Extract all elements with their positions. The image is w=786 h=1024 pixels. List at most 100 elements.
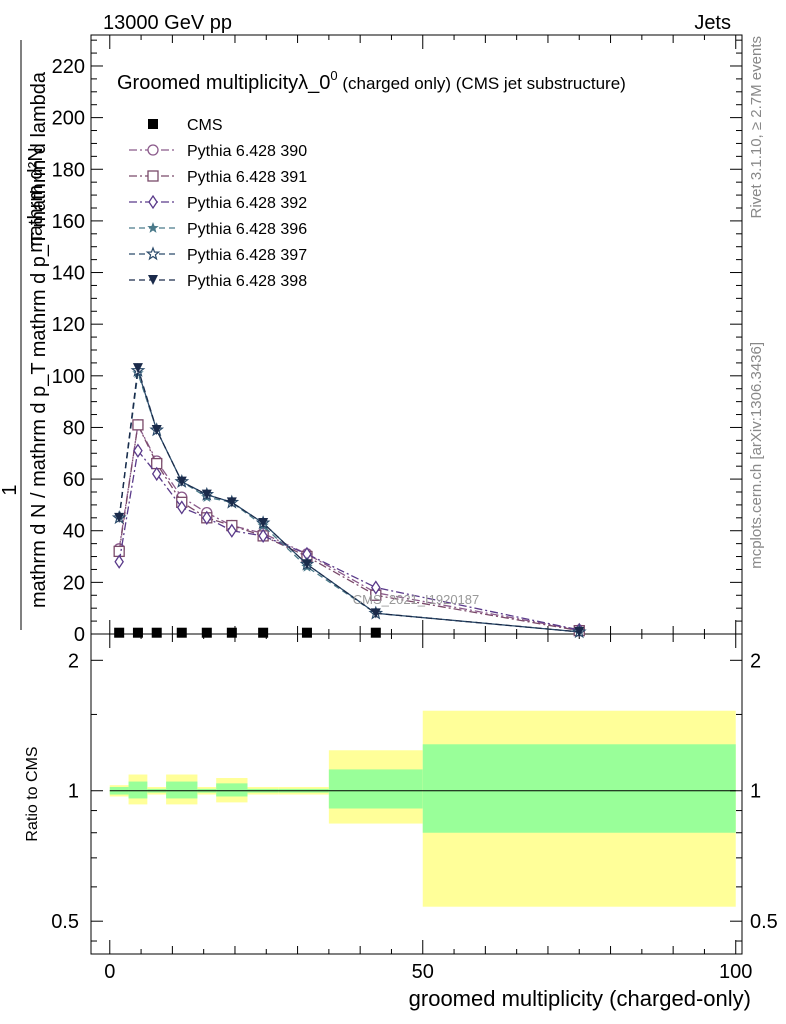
data-point-marker: [132, 419, 144, 431]
data-point-marker: [370, 608, 381, 619]
data-point-marker: [147, 144, 159, 156]
main-ytick-label: 180: [52, 159, 85, 181]
main-ylabel-line2: mathrm d N / mathrm d p_T mathrm d p_T m…: [28, 71, 50, 608]
ratio-band-green: [422, 744, 736, 833]
data-point-marker: [301, 559, 312, 570]
series-line: [118, 370, 580, 633]
data-point-marker: [258, 627, 269, 638]
series-3: [114, 443, 585, 638]
chart-title: Groomed multiplicityλ_00 (charged only) …: [117, 68, 626, 94]
legend-item: Pythia 6.428 397: [129, 246, 307, 264]
ratio-xtick-label: 0: [104, 961, 115, 983]
legend-item: Pythia 6.428 392: [129, 194, 307, 212]
legend-item: Pythia 6.428 390: [129, 143, 307, 160]
main-ytick-label: 140: [52, 263, 85, 285]
ratio-plot-frame: [90, 633, 743, 955]
series-0: [114, 627, 381, 638]
main-ylabel-line1: 1: [0, 484, 21, 495]
chart-title-main: Groomed multiplicityλ_0: [117, 72, 330, 94]
data-point-marker: [132, 627, 143, 638]
ratio-ytick-label-right: 0.5: [750, 911, 778, 933]
ratio-band-green: [128, 781, 148, 799]
data-point-marker: [226, 497, 237, 508]
data-point-marker: [258, 528, 268, 544]
data-point-marker: [226, 627, 237, 638]
main-ytick-label: 120: [52, 314, 85, 336]
series-line: [118, 422, 580, 631]
legend-item: Pythia 6.428 396: [129, 221, 307, 238]
header-right: Jets: [694, 12, 731, 34]
ratio-xtick-label: 50: [412, 961, 434, 983]
data-point-marker: [114, 627, 125, 638]
chart-title-suffix: (charged only) (CMS jet substructure): [338, 74, 626, 93]
data-point-marker: [371, 580, 381, 595]
ratio-bands: [109, 710, 736, 907]
data-point-marker: [176, 627, 187, 638]
main-ytick-label: 200: [52, 108, 85, 130]
ratio-ytick-label: 0.5: [51, 911, 79, 933]
main-ytick-label: 160: [52, 211, 85, 233]
main-ytick-label: 60: [63, 469, 85, 491]
main-ytick-label: 220: [52, 56, 85, 78]
series-2: [113, 419, 585, 637]
series-6: [114, 363, 585, 637]
series-layer: [111, 362, 587, 639]
chart-title-superscript: 0: [330, 68, 337, 83]
data-point-marker: [151, 425, 162, 436]
data-point-marker: [133, 443, 143, 458]
ratio-band-green: [166, 781, 198, 799]
legend-label: Pythia 6.428 391: [187, 169, 307, 186]
legend-item: CMS: [148, 117, 223, 134]
data-point-marker: [148, 194, 158, 210]
legend-label: CMS: [187, 117, 223, 134]
ratio-band-green: [216, 783, 248, 797]
series-1: [113, 419, 585, 636]
ratio-xlabel: groomed multiplicity (charged-only): [409, 986, 751, 1011]
data-point-marker: [148, 275, 158, 285]
ratio-ytick-label: 2: [68, 650, 79, 672]
data-point-marker: [176, 476, 187, 487]
watermark: CMS_2021_I1920187: [353, 592, 480, 607]
main-ylabel-numerator: mathrm d²N: [25, 147, 47, 253]
ratio-ytick-label-right: 2: [750, 650, 761, 672]
main-ytick-label: 0: [74, 624, 85, 646]
rivet-label: Rivet 3.1.10, ≥ 2.7M events: [748, 36, 765, 219]
legend-label: Pythia 6.428 397: [187, 247, 307, 264]
legend-label: Pythia 6.428 396: [187, 221, 307, 238]
data-point-marker: [114, 554, 124, 569]
data-point-marker: [227, 523, 237, 538]
data-point-marker: [201, 627, 212, 638]
legend-label: Pythia 6.428 392: [187, 195, 307, 212]
data-point-marker: [145, 246, 161, 261]
series-line: [118, 422, 580, 632]
legend: CMS Pythia 6.428 390 Pythia 6.428 391 Pythi…: [129, 117, 307, 290]
main-ytick-label: 40: [63, 521, 85, 543]
data-point-marker: [202, 510, 212, 525]
ratio-ylabel: Ratio to CMS: [24, 746, 41, 841]
main-ytick-label: 80: [63, 417, 85, 439]
data-point-marker: [147, 170, 159, 182]
ratio-ytick-label-right: 1: [750, 781, 761, 803]
series-line: [118, 449, 580, 631]
data-point-marker: [176, 500, 187, 515]
legend-label: Pythia 6.428 390: [187, 143, 307, 160]
ratio-xtick-label: 100: [719, 961, 752, 983]
main-ytick-label: 20: [63, 572, 85, 594]
data-point-marker: [370, 627, 381, 638]
ratio-band-green: [328, 769, 423, 809]
data-point-marker: [301, 627, 312, 638]
ratio-ytick-label: 1: [68, 781, 79, 803]
main-ytick-label: 100: [52, 366, 85, 388]
data-point-marker: [148, 119, 158, 129]
data-point-marker: [151, 627, 162, 638]
data-point-marker: [258, 517, 269, 528]
legend-label: Pythia 6.428 398: [187, 273, 307, 290]
data-point-marker: [132, 363, 143, 374]
data-point-marker: [574, 626, 585, 637]
series-line: [118, 367, 580, 633]
data-point-marker: [147, 222, 159, 233]
data-point-marker: [151, 466, 162, 482]
series-line: [118, 372, 580, 633]
data-point-marker: [201, 489, 212, 500]
